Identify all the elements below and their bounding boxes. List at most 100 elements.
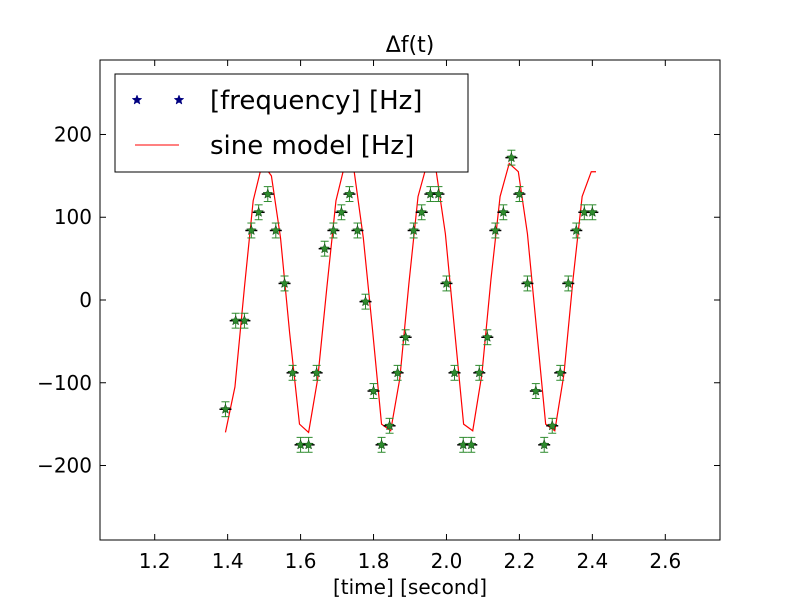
data-point-frequency	[586, 204, 599, 221]
star-marker	[449, 367, 460, 378]
data-point-frequency	[529, 383, 542, 399]
star-marker	[497, 206, 509, 217]
data-point-frequency	[343, 186, 356, 203]
star-marker	[505, 151, 517, 163]
legend-label-frequency: [frequency] [Hz]	[210, 86, 422, 116]
y-axis-ticks: −200 −100 0 100 200	[37, 122, 720, 478]
star-marker	[481, 331, 493, 342]
legend-label-sine-model: sine model [Hz]	[210, 131, 414, 161]
x-axis-label: [time] [second]	[333, 575, 487, 599]
data-point-frequency	[383, 417, 396, 434]
data-point-frequency	[546, 417, 559, 434]
x-tick-label: 1.6	[285, 549, 317, 573]
star-marker	[530, 385, 542, 396]
data-point-frequency	[440, 275, 453, 292]
data-point-frequency	[554, 364, 567, 381]
star-marker	[522, 277, 533, 289]
data-point-frequency	[269, 222, 282, 239]
star-marker	[400, 331, 412, 342]
star-marker	[220, 403, 231, 414]
data-point-frequency	[375, 436, 388, 453]
star-marker	[360, 295, 371, 307]
star-marker	[586, 206, 598, 217]
star-marker	[262, 188, 274, 199]
x-tick-label: 2.6	[649, 549, 681, 573]
data-point-frequency	[261, 186, 274, 203]
star-marker	[319, 243, 331, 254]
data-point-frequency	[448, 364, 461, 381]
x-tick-label: 2.4	[576, 549, 608, 573]
data-point-frequency	[432, 186, 445, 203]
data-point-frequency	[407, 222, 420, 239]
x-tick-label: 2.0	[431, 549, 463, 573]
star-marker	[554, 367, 566, 378]
data-point-frequency	[302, 436, 315, 453]
star-marker	[352, 224, 363, 236]
data-point-frequency	[219, 401, 232, 418]
data-point-frequency	[513, 186, 526, 203]
legend: [frequency] [Hz] sine model [Hz]	[114, 73, 469, 173]
star-marker	[303, 439, 315, 450]
data-point-frequency	[351, 222, 364, 239]
star-marker	[514, 188, 525, 199]
star-marker	[416, 206, 428, 217]
series-line-sine-model	[224, 162, 596, 434]
x-tick-label: 1.2	[139, 549, 171, 573]
star-marker	[562, 277, 574, 289]
data-point-frequency	[245, 222, 258, 239]
star-marker	[287, 367, 298, 378]
data-point-frequency	[359, 293, 372, 310]
star-marker	[336, 206, 347, 217]
data-point-frequency	[286, 364, 299, 381]
star-marker	[344, 188, 355, 199]
y-tick-label: 100	[54, 205, 92, 229]
data-point-frequency	[310, 364, 323, 381]
star-marker	[239, 315, 250, 326]
data-point-frequency	[278, 275, 291, 292]
x-tick-label: 1.4	[212, 549, 244, 573]
data-point-frequency	[415, 204, 428, 221]
star-marker	[408, 224, 420, 236]
star-marker	[465, 439, 477, 450]
data-point-frequency	[391, 364, 404, 381]
chart-title: Δf(t)	[386, 33, 435, 58]
star-marker	[384, 420, 395, 431]
series-layer	[219, 149, 599, 453]
y-tick-label: −100	[37, 371, 92, 395]
star-marker	[473, 367, 485, 378]
data-point-frequency	[318, 240, 331, 257]
data-point-frequency	[367, 383, 380, 399]
data-point-frequency	[238, 312, 251, 329]
data-point-frequency	[327, 222, 340, 239]
legend-star-marker	[173, 94, 185, 105]
data-point-frequency	[521, 275, 534, 292]
data-point-frequency	[497, 204, 510, 221]
data-point-frequency	[481, 329, 494, 346]
star-marker	[376, 439, 387, 450]
star-marker	[570, 224, 582, 236]
star-marker	[392, 367, 403, 378]
star-marker	[538, 439, 550, 450]
data-point-frequency	[473, 364, 486, 381]
star-marker	[489, 224, 501, 236]
x-axis-ticks: 1.2 1.4 1.6 1.8 2.0 2.2 2.4 2.6	[139, 60, 681, 573]
star-marker	[441, 277, 452, 289]
star-marker	[245, 224, 257, 236]
star-marker	[253, 206, 265, 217]
data-point-frequency	[562, 275, 575, 292]
star-marker	[270, 224, 282, 236]
star-marker	[279, 277, 290, 289]
data-point-frequency	[570, 222, 583, 239]
data-point-frequency	[252, 204, 265, 221]
legend-box	[114, 73, 469, 173]
data-point-frequency	[465, 436, 478, 453]
x-tick-label: 1.8	[358, 549, 390, 573]
legend-marker-frequency	[131, 94, 185, 105]
star-marker	[546, 420, 558, 431]
data-point-frequency	[489, 222, 502, 239]
legend-star-marker	[131, 94, 143, 105]
data-point-frequency	[538, 436, 551, 453]
data-point-frequency	[399, 329, 412, 346]
data-point-frequency	[335, 204, 348, 221]
